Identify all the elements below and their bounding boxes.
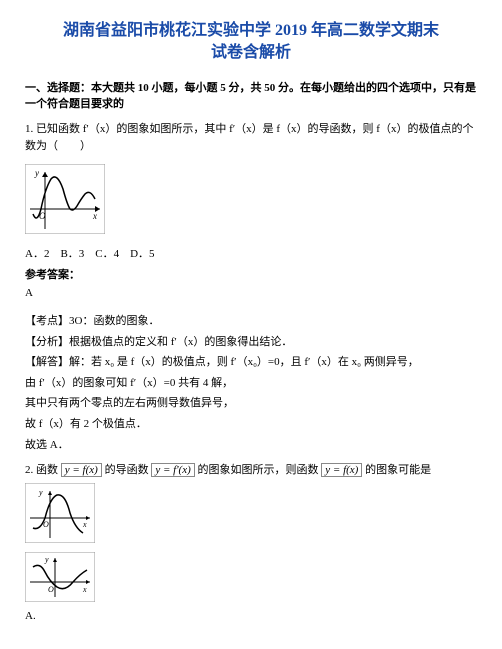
question-1-graph: O x y <box>25 164 477 237</box>
answer-value: A <box>25 287 477 299</box>
title-line-1: 湖南省益阳市桃花江实验中学 2019 年高二数学文期末 <box>25 20 477 42</box>
svg-text:x: x <box>82 585 87 594</box>
analysis-line-1: 【考点】3O：函数的图象． <box>25 313 477 331</box>
svg-text:y: y <box>44 555 49 564</box>
q2-text4: 的图象可能是 <box>365 464 431 476</box>
analysis-line-6: 故 f（x）有 2 个极值点． <box>25 416 477 434</box>
question-1-text: 1. 已知函数 f′（x）的图象如图所示，其中 f′（x）是 f（x）的导函数，… <box>25 121 477 156</box>
analysis-line-4: 由 f′（x）的图象可知 f′（x）=0 共有 4 解， <box>25 375 477 393</box>
q2-formula2: y = f'(x) <box>151 463 194 477</box>
q2-text1: 2. 函数 <box>25 464 58 476</box>
question-2: 2. 函数 y = f(x) 的导函数 y = f'(x) 的图象如图所示，则函… <box>25 462 477 480</box>
answer-header: 参考答案： <box>25 266 477 282</box>
analysis-line-5: 其中只有两个零点的左右两侧导数值异号， <box>25 395 477 413</box>
question-2-option-a-graph: O x y <box>25 552 95 605</box>
q2-formula3: y = f(x) <box>321 463 362 477</box>
svg-text:y: y <box>34 168 39 178</box>
analysis-line-2: 【分析】根据极值点的定义和 f′（x）的图象得出结论． <box>25 334 477 352</box>
svg-text:x: x <box>92 211 97 221</box>
document-title: 湖南省益阳市桃花江实验中学 2019 年高二数学文期末 试卷含解析 <box>25 20 477 65</box>
svg-text:x: x <box>82 520 87 529</box>
question-1-options: A．2 B．3 C．4 D．5 <box>25 245 477 261</box>
q2-text2: 的导函数 <box>105 464 149 476</box>
option-a-label: A. <box>25 610 477 622</box>
analysis-line-7: 故选 A． <box>25 437 477 455</box>
graph-derivative: O x y <box>25 164 105 237</box>
question-2-graph-main: O x y <box>25 483 95 546</box>
q2-formula1: y = f(x) <box>61 463 102 477</box>
svg-text:y: y <box>38 488 43 497</box>
analysis-line-3: 【解答】解：若 x₀ 是 f（x）的极值点，则 f′（x₀）=0，且 f′（x）… <box>25 354 477 372</box>
title-line-2: 试卷含解析 <box>25 42 477 64</box>
section-header: 一、选择题：本大题共 10 小题，每小题 5 分，共 50 分。在每小题给出的四… <box>25 80 477 113</box>
svg-text:O: O <box>39 211 46 221</box>
q2-text3: 的图象如图所示，则函数 <box>198 464 319 476</box>
svg-text:O: O <box>43 520 49 529</box>
svg-text:O: O <box>48 585 54 594</box>
